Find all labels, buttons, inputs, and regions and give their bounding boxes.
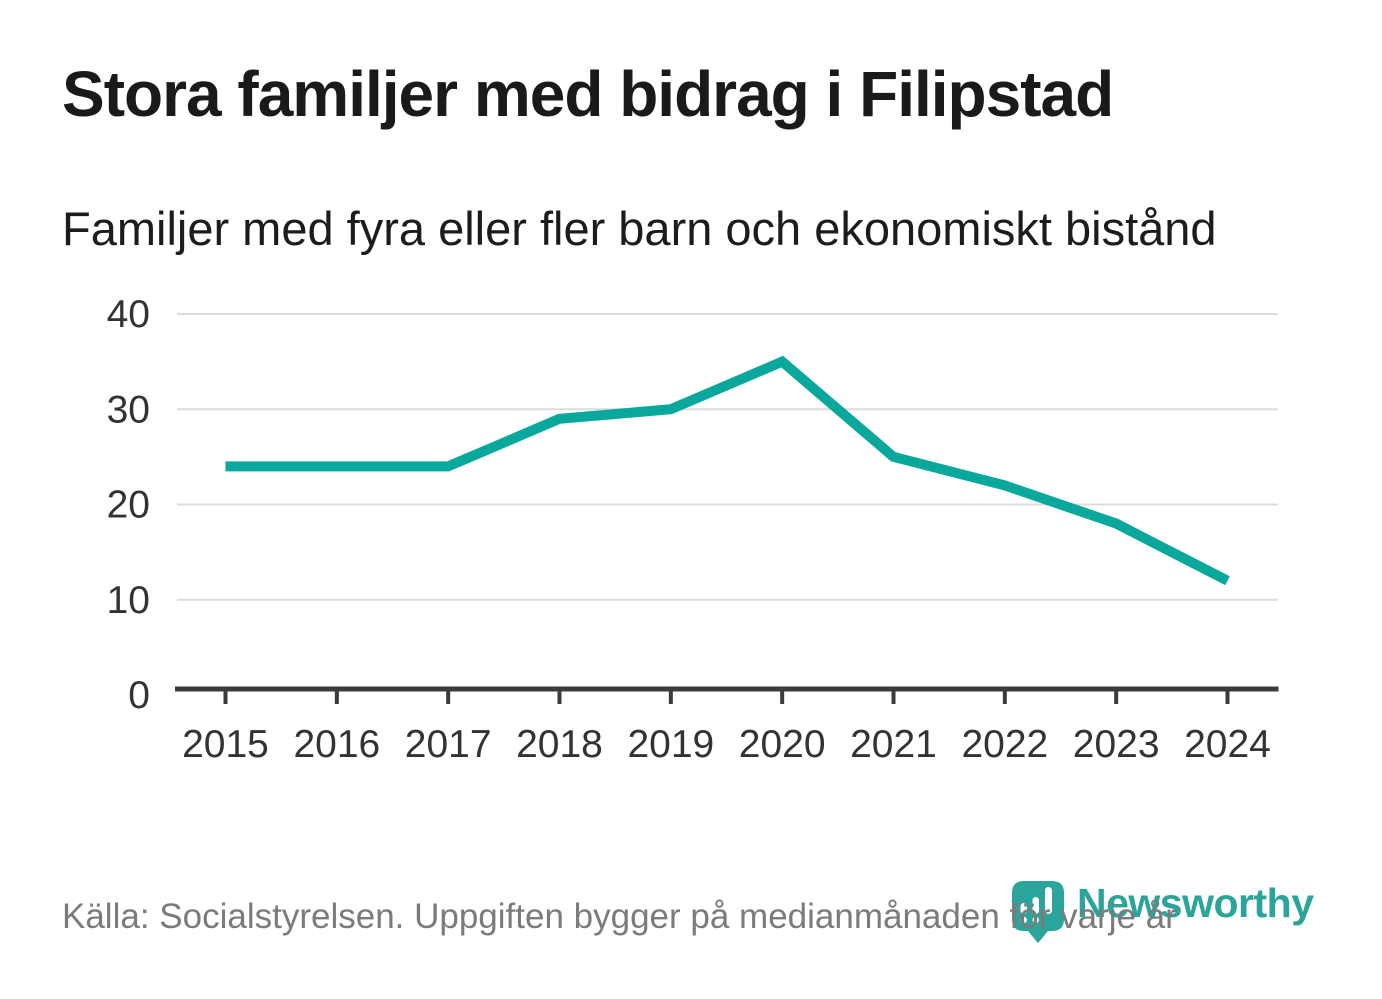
x-axis: 2015 2016 2017 2018 2019 2020 2021 2022 2023 2024: [175, 686, 1279, 766]
newsworthy-wordmark: Newsworthy: [1077, 880, 1314, 926]
x-tick-label: 2024: [1184, 723, 1271, 766]
x-tick-label: 2017: [405, 723, 492, 766]
x-tick-label: 2015: [182, 723, 269, 766]
x-tick-label: 2019: [627, 723, 714, 766]
x-tick-label: 2018: [516, 723, 603, 766]
y-tick-label: 30: [107, 388, 150, 431]
x-tick-label: 2020: [739, 723, 826, 766]
y-tick-label: 40: [107, 293, 150, 336]
newsworthy-brand: Newsworthy: [1012, 881, 1314, 943]
y-tick-label: 0: [128, 674, 150, 717]
data-series: [225, 355, 1230, 586]
x-tick-label: 2016: [293, 723, 380, 766]
y-tick-label: 10: [107, 579, 150, 622]
y-axis: 0 10 20 30 40: [107, 293, 150, 717]
newsworthy-pin-bar-chart-icon: [1012, 881, 1064, 943]
x-tick-label: 2023: [1073, 723, 1160, 766]
data-line: [225, 355, 1230, 586]
x-tick-label: 2021: [850, 723, 937, 766]
chart-title: Stora familjer med bidrag i Filipstad: [62, 58, 1114, 130]
source-note: Källa: Socialstyrelsen. Uppgiften bygger…: [62, 897, 1177, 936]
gridlines: [177, 313, 1278, 601]
chart-subtitle: Familjer med fyra eller fler barn och ek…: [62, 202, 1217, 255]
x-tick-label: 2022: [961, 723, 1048, 766]
y-tick-label: 20: [107, 484, 150, 527]
